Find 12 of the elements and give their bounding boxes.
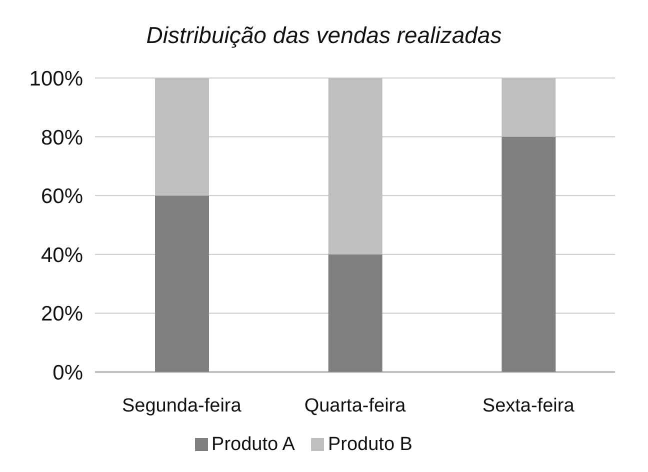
y-tick-label: 100%	[29, 67, 83, 90]
y-tick-label: 80%	[40, 126, 83, 150]
y-tick-label: 40%	[40, 244, 83, 267]
y-tick-label: 20%	[40, 302, 83, 326]
y-tick-label: 60%	[40, 185, 83, 208]
x-tick-label: Segunda-feira	[122, 395, 242, 416]
x-tick-label: Sexta-feira	[482, 395, 575, 416]
legend-label: Produto A	[212, 434, 295, 455]
chart-title: Distribuição das vendas realizadas	[145, 22, 503, 49]
x-tick-label: Quarta-feira	[304, 395, 406, 416]
legend-label: Produto B	[328, 434, 412, 455]
y-tick-label: 0%	[52, 361, 83, 384]
